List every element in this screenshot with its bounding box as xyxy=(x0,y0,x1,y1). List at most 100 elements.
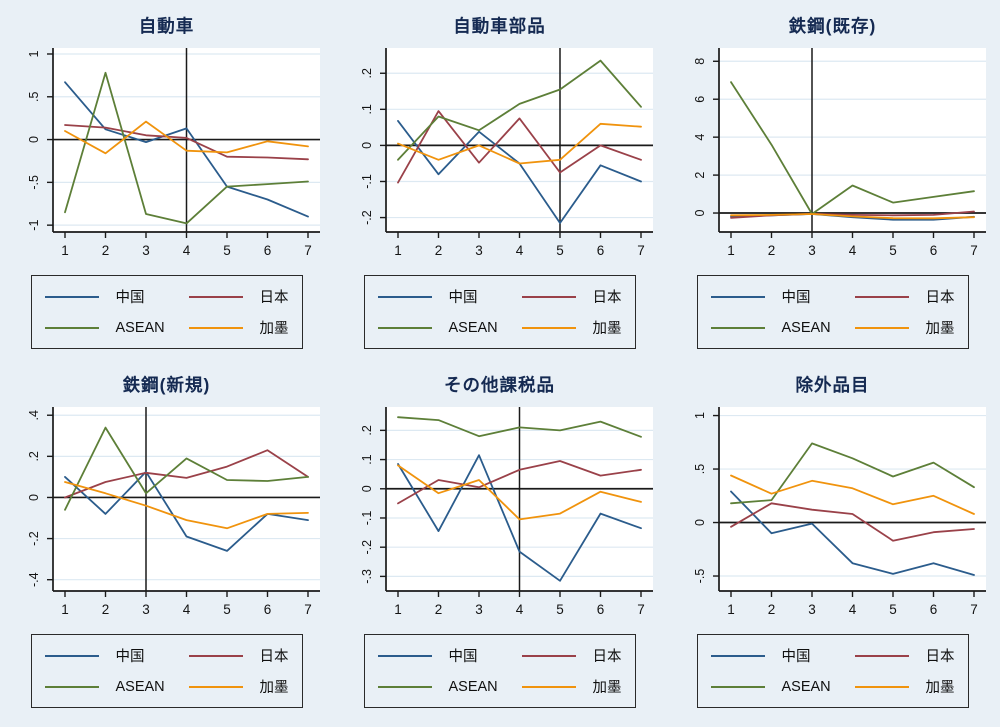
y-tick-label: .2 xyxy=(360,68,374,78)
legend-label: 日本 xyxy=(925,290,955,306)
panel-chart: -.3 -.2 -.1 0 .1 .2 1 2 3 4 5 6 7 xyxy=(340,399,660,624)
series-line-japan xyxy=(63,124,309,161)
x-tick-label: 3 xyxy=(475,602,483,617)
y-tick-label: -.3 xyxy=(360,569,374,584)
series-line-asean xyxy=(396,59,642,161)
legend-swatch-china xyxy=(377,295,432,298)
y-tick-label: 1 xyxy=(693,412,707,419)
x-tick-label: 6 xyxy=(929,243,937,258)
legend-entry: 中国 xyxy=(377,645,498,666)
x-tick-label: 5 xyxy=(223,602,231,617)
panel-legend: 中国 日本 ASEAN 加墨 xyxy=(30,275,303,349)
legend-label: 中国 xyxy=(115,649,145,665)
x-tick-label: 5 xyxy=(889,602,897,617)
x-tick-label: 7 xyxy=(304,243,312,258)
series-line-asean xyxy=(396,416,642,438)
legend-label: 日本 xyxy=(925,649,955,665)
chart-panel: 自動車 -1 -.5 0 .5 1 1 2 3 4 5 6 7 中国 日本 ASEAN 加墨 xyxy=(6,14,328,349)
legend-swatch-japan xyxy=(854,654,909,657)
y-tick-label: -.5 xyxy=(693,569,707,584)
y-tick-label: .4 xyxy=(27,410,41,420)
x-tick-label: 5 xyxy=(889,243,897,258)
x-tick-label: 7 xyxy=(637,602,645,617)
y-tick-label: 8 xyxy=(693,58,707,65)
y-tick-label: 0 xyxy=(360,485,374,492)
legend-entry: ASEAN xyxy=(44,676,165,697)
x-tick-label: 2 xyxy=(434,602,442,617)
legend-label: 加墨 xyxy=(592,321,622,337)
legend-label: 中国 xyxy=(448,290,478,306)
series-line-japan xyxy=(396,460,642,505)
chart-grid: 自動車 -1 -.5 0.5 1 1 2 3 4 5 6 7 中国 日本 ASEAN 加墨 自動車部品 -… xyxy=(0,14,1000,708)
legend-swatch-japan xyxy=(854,295,909,298)
legend-swatch-asean xyxy=(377,685,432,688)
y-tick-label: -.5 xyxy=(27,175,41,190)
x-tick-label: 3 xyxy=(808,602,816,617)
panel-title: 自動車 xyxy=(138,16,195,36)
legend-swatch-asean xyxy=(377,326,432,329)
series-line-china xyxy=(729,490,975,576)
series-line-japan xyxy=(396,110,642,184)
panel-title: 鉄鋼(新規) xyxy=(122,375,211,395)
legend-entry: 中国 xyxy=(710,645,831,666)
legend-swatch-canada_mexico xyxy=(854,326,909,329)
line-chart-svg: -1 -.5 0 .5 1 1 2 3 4 5 6 7 xyxy=(27,48,320,258)
panel-chart: -.4 -.2 0 .2 .4 1 2 3 4 5 6 7 xyxy=(7,399,327,624)
series-line-china xyxy=(396,454,642,582)
panel-title: その他課税品 xyxy=(444,375,555,395)
chart-panel: 鉄鋼(新規) -.4 -.2 0 .2 .4 1 2 3 4 5 6 7 中国 日本 ASEAN 加墨 xyxy=(6,373,328,708)
panel-title: 除外品目 xyxy=(795,375,870,395)
panel-legend: 中国 日本 ASEAN 加墨 xyxy=(696,275,969,349)
plot-area xyxy=(385,48,653,232)
x-tick-label: 1 xyxy=(394,243,402,258)
legend-label: ASEAN xyxy=(115,319,165,336)
legend-entry: ASEAN xyxy=(377,317,498,338)
legend-entry: 中国 xyxy=(44,286,165,307)
series-line-asean xyxy=(63,71,309,225)
legend-label: 日本 xyxy=(259,649,289,665)
y-tick-label: 2 xyxy=(693,172,707,179)
series-line-canada_mexico xyxy=(729,474,975,515)
legend-entry: 加墨 xyxy=(854,317,955,338)
legend-label: 加墨 xyxy=(259,321,289,337)
series-line-canada_mexico xyxy=(63,120,309,155)
x-tick-label: 2 xyxy=(767,602,775,617)
x-tick-label: 5 xyxy=(556,243,564,258)
y-tick-label: -.1 xyxy=(360,174,374,189)
panel-legend: 中国 日本 ASEAN 加墨 xyxy=(363,275,636,349)
legend-swatch-china xyxy=(710,295,765,298)
x-tick-label: 2 xyxy=(101,602,109,617)
y-tick-label: 0 xyxy=(27,494,41,501)
series-line-asean xyxy=(729,442,975,505)
y-tick-label: .5 xyxy=(693,464,707,474)
x-tick-label: 5 xyxy=(556,602,564,617)
series-line-asean xyxy=(63,426,309,511)
legend-entry: 日本 xyxy=(521,286,622,307)
y-tick-label: -.2 xyxy=(27,531,41,546)
x-tick-label: 1 xyxy=(61,602,69,617)
line-chart-svg: 0 2 4 6 8 1 2 3 4 5 6 7 xyxy=(693,48,986,258)
legend-entry: ASEAN xyxy=(710,676,831,697)
legend-label: ASEAN xyxy=(448,678,498,695)
x-tick-label: 7 xyxy=(970,243,978,258)
legend-label: 日本 xyxy=(592,290,622,306)
line-chart-svg: -.5 0 .5 1 1 2 3 4 5 6 7 xyxy=(693,407,986,617)
panel-chart: -1 -.5 0 .5 1 1 2 3 4 5 6 7 xyxy=(7,40,327,265)
series-line-china xyxy=(63,81,309,218)
panel-title: 鉄鋼(既存) xyxy=(788,16,877,36)
legend-entry: 日本 xyxy=(188,286,289,307)
legend-entry: 日本 xyxy=(521,645,622,666)
y-tick-label: 1 xyxy=(27,50,41,57)
x-tick-label: 3 xyxy=(142,243,150,258)
legend-entry: 加墨 xyxy=(521,317,622,338)
line-chart-svg: -.3 -.2 -.1 0 .1 .2 1 2 3 4 5 6 7 xyxy=(360,407,653,617)
legend-entry: ASEAN xyxy=(44,317,165,338)
y-tick-label: 6 xyxy=(693,96,707,103)
legend-label: 加墨 xyxy=(592,680,622,696)
chart-panel: 除外品目 -.5 0 .5 1 1 2 3 4 5 6 7 中国 日本 ASEAN 加墨 xyxy=(672,373,994,708)
x-tick-label: 6 xyxy=(929,602,937,617)
y-tick-label: 0 xyxy=(693,519,707,526)
x-tick-label: 4 xyxy=(182,602,190,617)
y-tick-label: .1 xyxy=(360,454,374,464)
plot-area xyxy=(718,48,986,232)
